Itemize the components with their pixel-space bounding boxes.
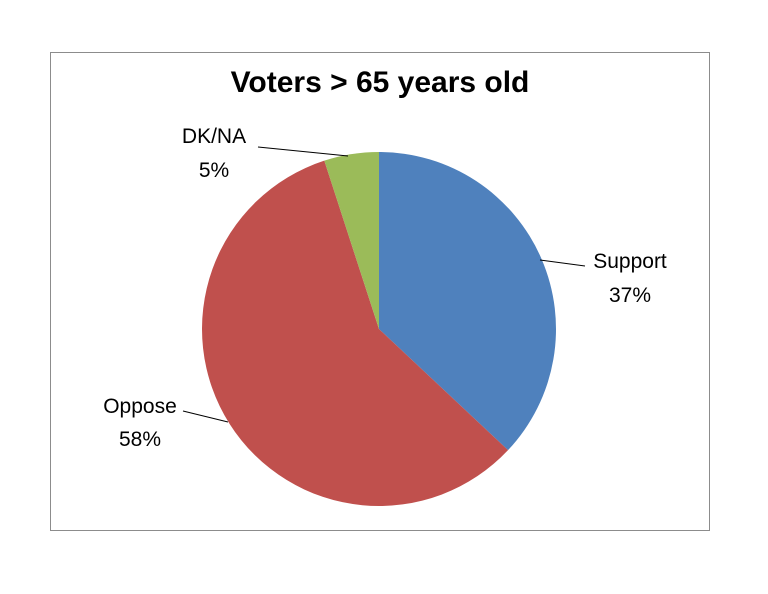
- pie-slice-oppose: [202, 160, 509, 506]
- slice-value-label: 58%: [119, 428, 161, 451]
- leader-line-support: [539, 259, 586, 267]
- chart-title: Voters > 65 years old: [231, 66, 530, 99]
- leader-lines: [182, 146, 586, 423]
- leader-line-dk-na: [257, 146, 349, 157]
- slice-category-label: DK/NA: [182, 125, 246, 148]
- data-labels: Support 37% Oppose 58% DK/NA 5%: [103, 125, 667, 451]
- slice-value-label: 5%: [199, 159, 229, 182]
- slice-category-label: Support: [593, 250, 667, 273]
- slice-category-label: Oppose: [103, 395, 177, 418]
- slice-value-label: 37%: [609, 284, 651, 307]
- pie-slices: [202, 152, 556, 506]
- pie-slice-support: [379, 152, 556, 451]
- pie-slice-dk-na: [324, 152, 379, 329]
- leader-line-oppose: [182, 410, 229, 423]
